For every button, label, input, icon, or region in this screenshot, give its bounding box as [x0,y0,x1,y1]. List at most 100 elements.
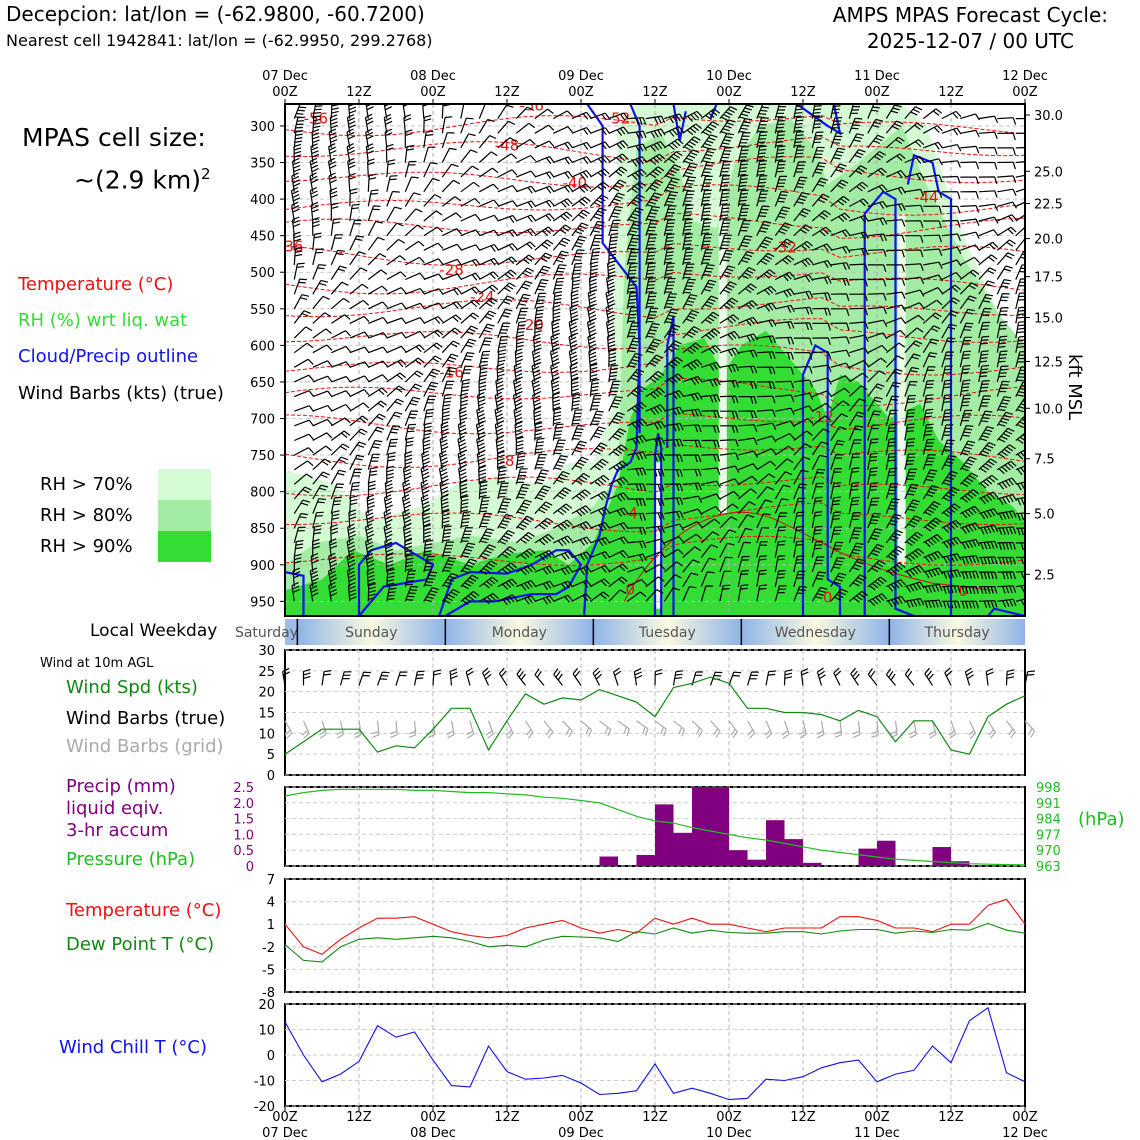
temp-contour [285,535,1025,566]
sfc-barb-grid [816,720,825,739]
wind-barb [532,391,542,412]
precip-tick-label: 1.5 [233,813,254,828]
wind-barb [441,179,461,193]
sfc-barb-grid [948,720,957,739]
kft-tick-label: 12.5 [1034,355,1063,370]
wind-barb [423,302,444,310]
wind-tick-label: 15 [258,707,275,722]
wind-barb [959,456,977,472]
sfc-barb-true [746,671,759,686]
wind-barb [626,306,639,324]
wind-barb [996,396,1012,412]
sfc-barb-grid [371,720,380,739]
bottom-date-label: 09 Dec [558,1126,604,1140]
wind-barb [515,254,536,266]
wind-barb [405,344,425,354]
wind-barb [293,473,313,485]
wind-barb [478,337,493,353]
wind-barb [384,128,393,148]
weekday-name: Sunday [345,625,397,641]
wind-barb [645,525,666,534]
wind-barb [515,138,536,149]
wind-barb [682,149,700,165]
wind-barb [663,205,677,222]
wind-barb [830,556,845,573]
wind-barb [532,333,542,353]
wind-barb [404,570,416,587]
wind-barb [700,544,719,558]
sfc-barb-true [413,670,425,686]
wind-barb [497,295,515,310]
wind-barb [830,400,850,412]
wind-barb [923,205,942,214]
wind-barb [941,424,954,441]
wind-barb [312,328,332,339]
wind-barb [793,430,813,441]
wind-barb [312,445,332,456]
wind-barb [959,269,980,280]
wind-barb [1015,414,1025,429]
wind-barb [460,365,473,383]
wind-barb [848,590,868,603]
wind-barb [830,511,842,529]
wind-barb [904,263,924,271]
wind-barb [997,556,1016,565]
wind-barb [328,143,337,163]
precip-bar [858,848,877,866]
wind-barb [885,529,904,544]
wind-barb [626,291,638,309]
wind-barb [996,380,1010,397]
wind-barb [384,538,394,558]
wind-barb [423,146,436,163]
wind-barb [960,505,980,519]
wind-barb [904,548,925,562]
wind-barb [331,417,351,427]
wind-barb [830,496,841,514]
wind-barb [386,425,401,441]
wind-barb [775,336,795,345]
wind-barb [756,117,769,134]
pressure-tick-label: 984 [1036,813,1061,828]
wind-barb [330,104,339,119]
cloud-outline-3 [653,432,663,616]
wind-barb [997,494,1018,505]
wind-barb [885,381,901,397]
wind-barb [793,130,804,149]
wind-barb [737,514,755,529]
wind-barb [571,424,585,441]
wind-barb [608,380,621,397]
wind-barb [534,213,555,222]
sfc-barb-grid [728,720,738,739]
wind-barb [811,177,828,193]
wind-barb [457,450,468,470]
top-hour-label: 00Z [1012,85,1038,100]
wind-barb [700,531,720,544]
wind-barb [645,248,657,266]
wind-barb [904,453,916,470]
wind-barb [941,454,957,470]
wind-barb [479,199,499,207]
cloud-outline-1 [583,104,641,616]
wind-barb [531,377,542,397]
rh-gap-1 [718,199,727,514]
wind-barb [552,519,573,531]
sfc-barb-true [904,668,915,686]
wind-barb [460,299,480,310]
wind-barb [309,172,318,192]
wind-barb [682,439,702,448]
wind-barb [848,372,869,383]
wind-barb [497,451,505,470]
wind-barb [497,153,518,164]
bottom-hour-label: 12Z [938,1110,964,1125]
wind-barb [349,315,370,324]
wind-barb [645,404,666,415]
wind-barb [738,396,757,404]
wind-barb [460,558,478,574]
wind-barb [291,582,300,602]
wind-barb [719,556,733,573]
kft-tick-label: 30.0 [1034,109,1063,124]
legend-rh70: RH > 70% [40,474,133,495]
wind-barb [479,183,499,193]
wind-barb [904,394,917,412]
temp-contour [285,318,1025,350]
